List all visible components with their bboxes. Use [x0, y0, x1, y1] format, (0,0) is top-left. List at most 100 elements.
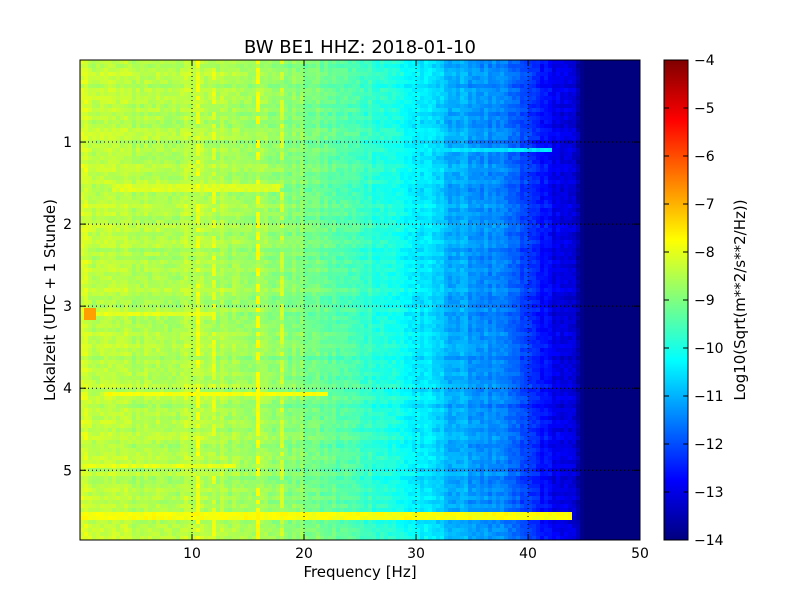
heatmap-cell: [172, 108, 177, 113]
heatmap-cell: [392, 156, 397, 161]
heatmap-cell: [228, 136, 233, 141]
heatmap-cell: [84, 60, 89, 65]
heatmap-cell: [556, 136, 561, 141]
heatmap-cell: [84, 112, 89, 117]
heatmap-cell: [176, 92, 181, 97]
heatmap-cell: [444, 168, 449, 173]
heatmap-cell: [168, 168, 173, 173]
heatmap-cell: [164, 100, 169, 105]
heatmap-cell: [540, 120, 545, 125]
heatmap-cell: [288, 60, 293, 65]
heatmap-cell: [308, 100, 313, 105]
heatmap-cell: [204, 104, 209, 109]
heatmap-cell: [92, 128, 97, 133]
heatmap-cell: [188, 196, 193, 201]
heatmap-cell: [556, 104, 561, 109]
heatmap-cell: [360, 88, 365, 93]
heatmap-cell: [628, 124, 633, 129]
heatmap-cell: [308, 140, 313, 145]
heatmap-cell: [544, 124, 549, 129]
heatmap-cell: [324, 156, 329, 161]
heatmap-cell: [104, 76, 109, 81]
heatmap-cell: [356, 196, 361, 201]
heatmap-cell: [456, 76, 461, 81]
heatmap-cell: [176, 112, 181, 117]
heatmap-cell: [568, 152, 573, 157]
heatmap-cell: [576, 68, 581, 73]
heatmap-cell: [244, 156, 249, 161]
heatmap-cell: [520, 120, 525, 125]
heatmap-cell: [248, 76, 253, 81]
heatmap-cell: [152, 124, 157, 129]
heatmap-cell: [176, 156, 181, 161]
heatmap-cell: [252, 112, 257, 117]
heatmap-cell: [196, 60, 201, 65]
heatmap-cell: [280, 128, 285, 133]
heatmap-cell: [516, 176, 521, 181]
heatmap-cell: [496, 184, 501, 189]
heatmap-cell: [104, 120, 109, 125]
heatmap-cell: [616, 72, 621, 77]
heatmap-cell: [372, 132, 377, 137]
heatmap-cell: [104, 168, 109, 173]
heatmap-cell: [184, 188, 189, 193]
heatmap-cell: [260, 152, 265, 157]
heatmap-cell: [588, 188, 593, 193]
heatmap-cell: [124, 192, 129, 197]
heatmap-cell: [352, 64, 357, 69]
heatmap-cell: [224, 196, 229, 201]
heatmap-cell: [376, 112, 381, 117]
heatmap-cell: [380, 112, 385, 117]
heatmap-cell: [208, 188, 213, 193]
heatmap-cell: [400, 64, 405, 69]
heatmap-cell: [320, 200, 325, 205]
heatmap-cell: [540, 112, 545, 117]
heatmap-cell: [396, 184, 401, 189]
heatmap-cell: [208, 144, 213, 149]
heatmap-cell: [388, 60, 393, 65]
heatmap-cell: [196, 144, 201, 149]
heatmap-cell: [464, 184, 469, 189]
heatmap-cell: [388, 148, 393, 153]
heatmap-cell: [556, 148, 561, 153]
heatmap-cell: [244, 184, 249, 189]
heatmap-cell: [396, 144, 401, 149]
heatmap-cell: [88, 184, 93, 189]
heatmap-cell: [420, 180, 425, 185]
heatmap-cell: [524, 128, 529, 133]
heatmap-cell: [80, 156, 85, 161]
heatmap-cell: [548, 144, 553, 149]
heatmap-cell: [384, 176, 389, 181]
heatmap-cell: [188, 100, 193, 105]
heatmap-cell: [400, 80, 405, 85]
heatmap-cell: [404, 196, 409, 201]
heatmap-cell: [588, 132, 593, 137]
heatmap-cell: [496, 144, 501, 149]
heatmap-cell: [520, 84, 525, 89]
heatmap-cell: [388, 176, 393, 181]
heatmap-cell: [436, 100, 441, 105]
heatmap-cell: [472, 88, 477, 93]
heatmap-cell: [188, 128, 193, 133]
heatmap-cell: [424, 88, 429, 93]
heatmap-cell: [596, 160, 601, 165]
heatmap-cell: [492, 84, 497, 89]
heatmap-cell: [104, 140, 109, 145]
heatmap-cell: [560, 96, 565, 101]
heatmap-cell: [476, 120, 481, 125]
heatmap-cell: [336, 168, 341, 173]
heatmap-cell: [216, 144, 221, 149]
heatmap-cell: [584, 152, 589, 157]
heatmap-cell: [500, 140, 505, 145]
heatmap-cell: [288, 76, 293, 81]
heatmap-cell: [172, 116, 177, 121]
heatmap-cell: [184, 64, 189, 69]
heatmap-cell: [448, 112, 453, 117]
heatmap-cell: [372, 104, 377, 109]
heatmap-cell: [428, 64, 433, 69]
heatmap-cell: [372, 200, 377, 205]
heatmap-cell: [492, 196, 497, 201]
heatmap-cell: [440, 176, 445, 181]
heatmap-cell: [236, 96, 241, 101]
heatmap-cell: [296, 136, 301, 141]
